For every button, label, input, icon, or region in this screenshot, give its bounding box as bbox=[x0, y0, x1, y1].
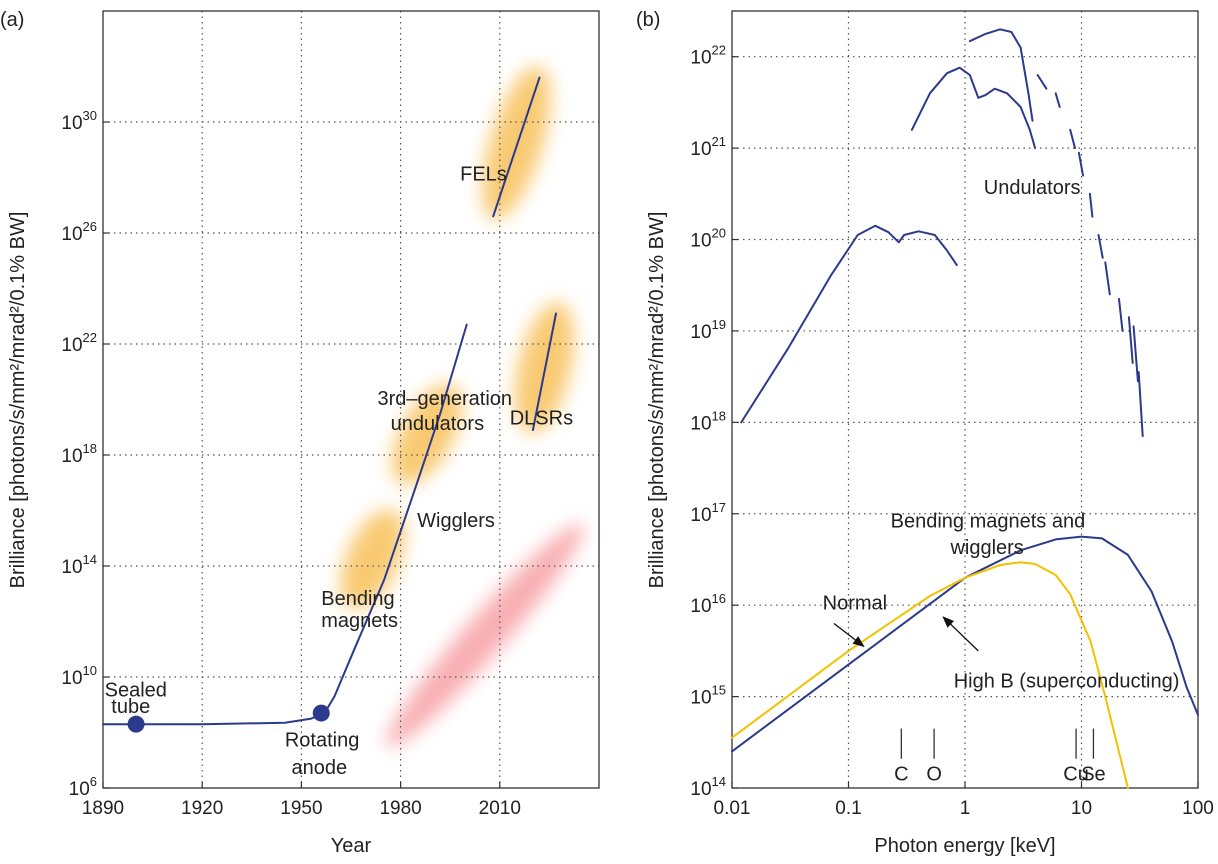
series-line-0 bbox=[740, 224, 958, 424]
annotation-3: Normal bbox=[823, 593, 887, 615]
y-tick-label-1e10: 1010 bbox=[61, 663, 97, 689]
element-edge-label-O: O bbox=[926, 764, 942, 786]
x-tick-label-0.01: 0.01 bbox=[714, 798, 751, 819]
panel-a-y-axis-label: Brilliance [photons/s/mm²/mrad²/0.1% BW] bbox=[7, 212, 29, 589]
element-edge-label-C: C bbox=[894, 764, 908, 786]
y-tick-label-1e18: 1018 bbox=[61, 441, 97, 467]
annotation-2: Rotating bbox=[285, 729, 360, 751]
series-line-1 bbox=[910, 66, 1037, 150]
series-line-1 bbox=[492, 76, 541, 218]
annotation-4: High B (superconducting) bbox=[954, 670, 1180, 692]
y-tick-label-1e21: 1021 bbox=[690, 134, 726, 160]
panel-b-grid bbox=[732, 11, 1198, 788]
y-tick-label-1e19: 1019 bbox=[690, 317, 726, 343]
panel-b-series bbox=[731, 28, 1199, 789]
panel-a-x-axis-label: Year bbox=[331, 835, 372, 857]
x-tick-label-1890: 1890 bbox=[82, 798, 124, 819]
series-line-9 bbox=[1104, 261, 1111, 296]
panel-a-markers bbox=[127, 704, 330, 733]
y-tick-label-1e22: 1022 bbox=[61, 330, 97, 356]
x-tick-label-2010: 2010 bbox=[479, 798, 521, 819]
y-tick-label-1e22: 1022 bbox=[690, 43, 726, 69]
series-line-4 bbox=[1054, 92, 1061, 108]
annotation-arrow-1 bbox=[942, 616, 979, 652]
panel-a-tag: (a) bbox=[0, 9, 24, 31]
y-tick-label-1e6: 106 bbox=[69, 774, 97, 800]
annotation-3: anode bbox=[291, 757, 347, 779]
annotation-5: magnets bbox=[321, 610, 398, 632]
series-line-3 bbox=[1036, 74, 1048, 90]
panel-a-series bbox=[102, 76, 557, 726]
annotation-10: DLSRs bbox=[510, 407, 573, 429]
annotation-1: Bending magnets and bbox=[891, 510, 1086, 532]
annotation-arrow-0 bbox=[833, 622, 865, 648]
series-line-15 bbox=[731, 561, 1129, 789]
panel-b: 0.01 0.1 1 10 100 1014 1015 1016 1017 1018 1019 102… bbox=[646, 10, 1214, 857]
series-line-7 bbox=[1088, 192, 1094, 218]
panel-b-arrows bbox=[833, 616, 979, 652]
element-edge-label-Cu: Cu bbox=[1063, 764, 1089, 786]
x-tick-label-100: 100 bbox=[1182, 798, 1214, 819]
y-tick-label-1e14: 1014 bbox=[61, 552, 97, 578]
y-tick-label-1e17: 1017 bbox=[690, 500, 726, 526]
annotation-0: Undulators bbox=[984, 177, 1081, 199]
glow-region-red-4 bbox=[386, 523, 584, 748]
x-tick-label-10: 10 bbox=[1071, 798, 1092, 819]
glow-region-orange-2 bbox=[482, 66, 551, 220]
series-line-14 bbox=[731, 535, 1199, 753]
y-tick-label-1e15: 1015 bbox=[690, 683, 726, 709]
panel-b-annotations: Undulators Bending magnets and wigglers Nor… bbox=[823, 177, 1180, 693]
panel-a-glows bbox=[340, 66, 584, 748]
panel-a-frame bbox=[102, 10, 600, 789]
series-line-5 bbox=[1069, 128, 1076, 150]
y-tick-label-1e18: 1018 bbox=[690, 408, 726, 434]
panel-b-tag: (b) bbox=[636, 9, 660, 31]
x-tick-label-1950: 1950 bbox=[280, 798, 322, 819]
panel-a: 1890 1920 1950 1980 2010 106 1010 1014 1018 1022 1… bbox=[7, 10, 600, 857]
y-tick-label-1e20: 1020 bbox=[690, 226, 726, 252]
series-line-0 bbox=[102, 323, 468, 726]
x-tick-label-1980: 1980 bbox=[379, 798, 421, 819]
series-line-8 bbox=[1097, 234, 1104, 259]
series-line-6 bbox=[1077, 151, 1084, 177]
panel-b-ticks: 0.01 0.1 1 10 100 1014 1015 1016 1017 1018 1019 102… bbox=[690, 43, 1213, 819]
marker-point-0 bbox=[127, 715, 145, 733]
series-line-2 bbox=[968, 28, 1034, 122]
series-line-2 bbox=[531, 312, 557, 431]
annotation-1: tube bbox=[111, 696, 150, 718]
y-tick-label-1e30: 1030 bbox=[61, 108, 97, 134]
x-tick-label-1920: 1920 bbox=[181, 798, 223, 819]
panel-b-x-axis-label: Photon energy [keV] bbox=[874, 835, 1055, 857]
annotation-2: wigglers bbox=[949, 537, 1023, 559]
y-tick-label-1e16: 1016 bbox=[690, 591, 726, 617]
x-tick-label-1: 1 bbox=[960, 798, 971, 819]
y-tick-label-1e26: 1026 bbox=[61, 219, 97, 245]
series-line-13 bbox=[1137, 371, 1144, 438]
panel-a-grid bbox=[103, 11, 599, 788]
y-tick-label-1e14: 1014 bbox=[690, 774, 726, 800]
marker-point-1 bbox=[312, 704, 330, 722]
x-tick-label-0.1: 0.1 bbox=[835, 798, 861, 819]
series-line-10 bbox=[1118, 297, 1124, 332]
annotation-6: Wigglers bbox=[417, 510, 495, 532]
panel-a-ticks: 1890 1920 1950 1980 2010 106 1010 1014 1018 1022 1… bbox=[61, 108, 521, 819]
glow-region-orange-1 bbox=[392, 384, 462, 485]
annotation-4: Bending bbox=[321, 588, 394, 610]
series-line-11 bbox=[1127, 316, 1134, 364]
annotation-8: undulators bbox=[391, 413, 484, 435]
annotation-7: 3rd–generation bbox=[377, 388, 512, 410]
glow-region-orange-0 bbox=[340, 509, 405, 609]
annotation-9: FELs bbox=[460, 163, 507, 185]
element-edge-label-Se: Se bbox=[1081, 764, 1105, 786]
panel-b-y-axis-label: Brilliance [photons/s/mm²/mrad²/0.1% BW] bbox=[646, 212, 668, 589]
annotation-0: Sealed bbox=[105, 679, 167, 701]
series-line-12 bbox=[1132, 325, 1139, 383]
